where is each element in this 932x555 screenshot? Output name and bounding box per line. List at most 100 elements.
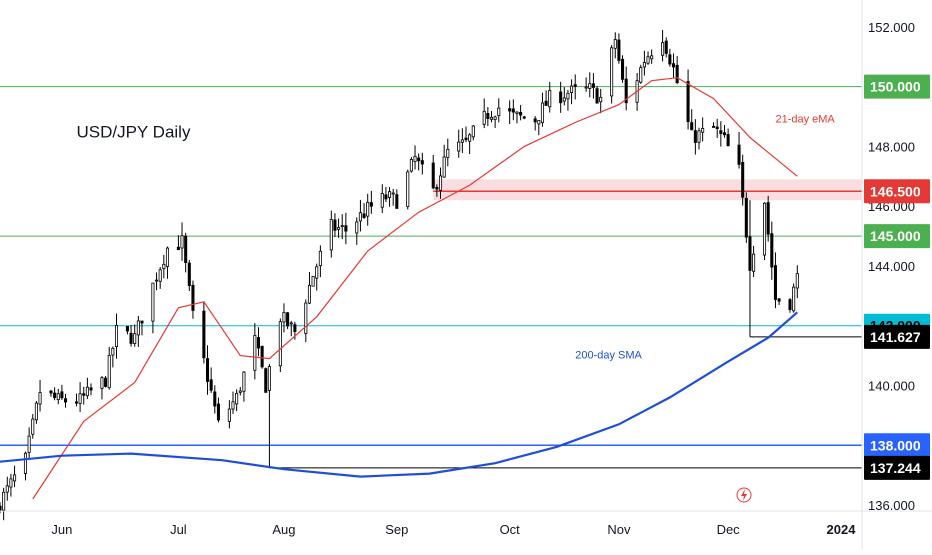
candle-body bbox=[792, 286, 796, 312]
candle-body bbox=[497, 107, 501, 116]
level-138-price-label-box bbox=[864, 433, 930, 458]
candle-body bbox=[129, 332, 133, 344]
price-tick-label: 152.000 bbox=[868, 20, 915, 35]
candle-body bbox=[468, 134, 472, 142]
candle-body bbox=[395, 194, 399, 209]
candle-body bbox=[417, 157, 421, 162]
candle-body bbox=[114, 324, 119, 347]
candle-body bbox=[340, 225, 344, 227]
candle-body bbox=[686, 81, 690, 123]
candle-body bbox=[515, 111, 519, 114]
price-tick-label: 136.000 bbox=[868, 498, 915, 513]
candle-body bbox=[23, 452, 28, 474]
candle-body bbox=[471, 125, 475, 138]
candle-body bbox=[209, 379, 213, 391]
candle-body bbox=[435, 187, 439, 190]
level-137-244-price-label-box bbox=[864, 455, 930, 480]
candle-body bbox=[613, 39, 617, 49]
candle-body bbox=[82, 393, 86, 396]
candle-body bbox=[446, 148, 450, 158]
event-icon bbox=[736, 487, 752, 503]
candle-body bbox=[391, 192, 395, 195]
candle-body bbox=[238, 390, 242, 393]
candle-body bbox=[722, 132, 727, 136]
candle-body bbox=[639, 67, 643, 83]
time-tick-label: Nov bbox=[607, 522, 631, 537]
ema-21-line bbox=[32, 77, 798, 500]
candle-body bbox=[675, 64, 679, 84]
candle-body bbox=[697, 130, 701, 143]
candle-body bbox=[0, 505, 2, 511]
candle-body bbox=[64, 398, 68, 403]
overlay: USD/JPY Daily 21-day eMA 200-day SMA bbox=[76, 114, 835, 503]
candle-body bbox=[155, 279, 159, 282]
candle-body bbox=[460, 139, 464, 143]
candle-body bbox=[726, 134, 730, 147]
candle-body bbox=[9, 478, 13, 488]
candle-body bbox=[315, 266, 319, 279]
candle-body bbox=[693, 130, 697, 143]
time-axis[interactable]: Jun Jul Aug Sep Oct Nov Dec 2024 bbox=[0, 510, 932, 537]
candle-body bbox=[409, 158, 413, 172]
candle-body bbox=[540, 102, 544, 123]
candle-body bbox=[664, 40, 668, 54]
candle-body bbox=[420, 160, 424, 165]
candle-body bbox=[202, 310, 206, 359]
candle-body bbox=[511, 108, 515, 113]
candle-body bbox=[548, 90, 552, 108]
candle-body bbox=[690, 122, 694, 131]
candle-body bbox=[486, 113, 490, 119]
candle-body bbox=[100, 377, 104, 389]
ema-label: 21-day eMA bbox=[775, 114, 835, 126]
candle-body bbox=[286, 312, 290, 327]
candle-body bbox=[216, 403, 220, 421]
candle-body bbox=[180, 235, 184, 249]
candle-body bbox=[256, 337, 261, 349]
candle-body bbox=[111, 347, 115, 356]
candle-body bbox=[795, 273, 799, 289]
time-tick-label: Dec bbox=[717, 522, 741, 537]
level-145-price-label: 145.000 bbox=[870, 228, 921, 244]
candle-body bbox=[49, 390, 53, 394]
price-axis[interactable]: 136.000138.000140.000142.000144.000146.0… bbox=[861, 0, 930, 550]
candle-body bbox=[777, 298, 781, 302]
candle-body bbox=[562, 97, 566, 102]
candle-body bbox=[162, 263, 166, 269]
time-tick-label: Jul bbox=[170, 522, 187, 537]
candle-body bbox=[89, 387, 93, 391]
candle-body bbox=[344, 225, 348, 232]
candle-body bbox=[125, 325, 129, 332]
candle-body bbox=[752, 253, 756, 272]
candle-body bbox=[591, 83, 595, 88]
candle-body bbox=[621, 58, 625, 80]
candle-body bbox=[489, 117, 494, 120]
candle-body bbox=[289, 322, 293, 325]
candle-body bbox=[158, 269, 162, 282]
candle-body bbox=[763, 202, 767, 256]
candle-body bbox=[358, 212, 362, 222]
candle-body bbox=[104, 377, 108, 387]
candle-body bbox=[642, 62, 646, 68]
candle-body bbox=[748, 236, 752, 271]
candle-body bbox=[136, 320, 140, 336]
candle-body bbox=[566, 92, 570, 100]
candle-body bbox=[140, 320, 144, 324]
candle-body bbox=[235, 392, 239, 405]
candle-body bbox=[307, 284, 311, 304]
price-tick-label: 140.000 bbox=[868, 378, 915, 393]
candle-body bbox=[493, 116, 497, 120]
candle-body bbox=[329, 219, 333, 251]
candle-body bbox=[366, 201, 370, 217]
candle-body bbox=[267, 366, 271, 391]
candle-body bbox=[788, 299, 792, 310]
candle-body bbox=[282, 311, 286, 323]
candle-body bbox=[482, 110, 486, 125]
candle-body bbox=[384, 194, 388, 200]
level-145-price-label-box bbox=[864, 224, 930, 249]
candle-body bbox=[744, 197, 748, 238]
candle-body bbox=[5, 485, 9, 493]
candle-body bbox=[406, 171, 410, 208]
candle-body bbox=[60, 391, 64, 399]
candle-body bbox=[770, 233, 774, 268]
candle-body bbox=[701, 128, 705, 133]
